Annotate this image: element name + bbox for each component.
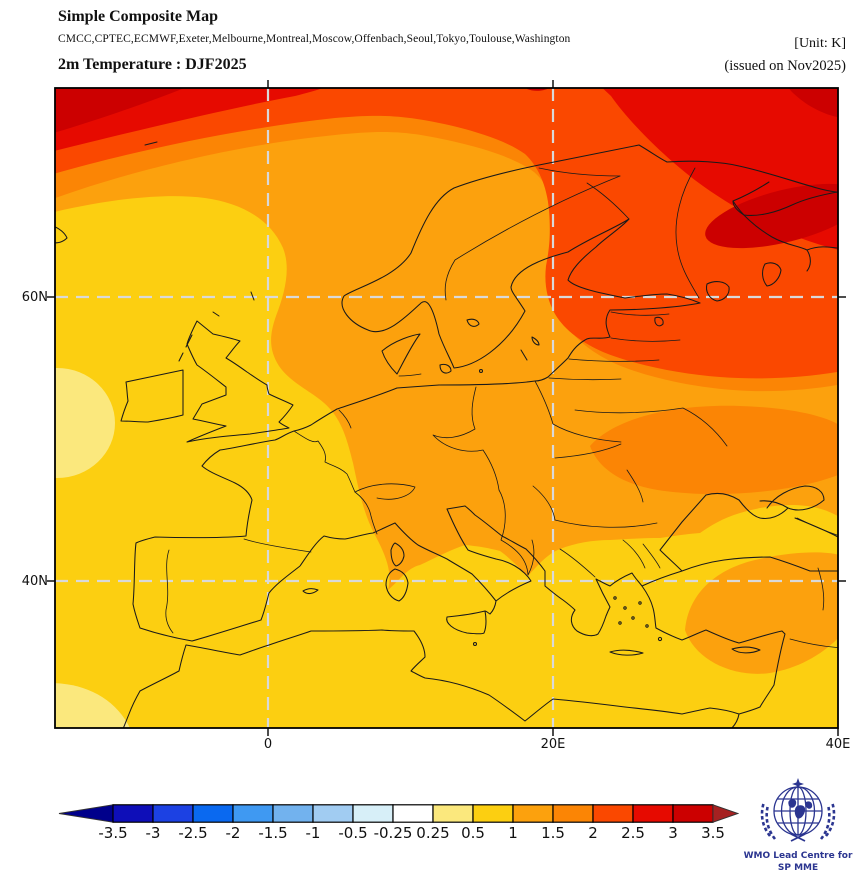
colorbar-tick-label: 2.5 [621, 824, 645, 842]
colorbar-segment-13 [632, 804, 674, 823]
colorbar-tick-label: -1.5 [258, 824, 288, 842]
graticule [55, 88, 838, 728]
colorbar-tick-label: 1 [508, 824, 518, 842]
colorbar-segment-3 [232, 804, 274, 823]
colorbar-segment-2 [192, 804, 234, 823]
temperature-anomaly-map [47, 80, 846, 736]
colorbar-strip [58, 804, 740, 823]
colorbar-segment-1 [152, 804, 194, 823]
colorbar-tick-label: 0.5 [461, 824, 485, 842]
issued-label: (issued on Nov2025) [724, 58, 846, 74]
colorbar-tick-label: -1 [305, 824, 321, 842]
colorbar-tick-label: -3 [145, 824, 161, 842]
x-tick-label-40e: 40E [825, 737, 851, 752]
colorbar-tick-label: -0.25 [373, 824, 413, 842]
colorbar-segment-9 [472, 804, 514, 823]
colorbar-tick-label: -0.5 [338, 824, 368, 842]
colorbar-tick-label: -2.5 [178, 824, 208, 842]
logo-text-line1: WMO Lead Centre for [743, 851, 853, 861]
y-tick-label-40n: 40N [21, 574, 48, 589]
map-frame [54, 87, 839, 729]
colorbar-tick-label: 3 [668, 824, 678, 842]
page-title: Simple Composite Map [58, 8, 218, 25]
colorbar-right-arrow [712, 804, 740, 823]
product-title: 2m Temperature : DJF2025 [58, 56, 247, 73]
x-tick-label-20e: 20E [540, 737, 566, 752]
colorbar-segment-10 [512, 804, 554, 823]
y-tick-label-60n: 60N [21, 290, 48, 305]
colorbar-segment-4 [272, 804, 314, 823]
colorbar-tick-label: -3.5 [98, 824, 128, 842]
colorbar-segment-7 [392, 804, 434, 823]
unit-label: [Unit: K] [794, 36, 846, 51]
colorbar-tick-label: 1.5 [541, 824, 565, 842]
colorbar-tick-label: -2 [225, 824, 241, 842]
axis-ticks [47, 80, 846, 736]
colorbar-tick-label: 0.25 [416, 824, 450, 842]
model-list: CMCC,CPTEC,ECMWF,Exeter,Melbourne,Montre… [58, 33, 571, 45]
colorbar-tick-label: 2 [588, 824, 598, 842]
colorbar [58, 804, 740, 823]
colorbar-tick-label: 3.5 [701, 824, 725, 842]
colorbar-segment-8 [432, 804, 474, 823]
country-borders [165, 167, 838, 649]
colorbar-segment-14 [672, 804, 714, 823]
x-tick-label-0: 0 [263, 737, 273, 752]
colorbar-segment-6 [352, 804, 394, 823]
wmo-logo: WMO Lead Centre for SP MME [742, 778, 854, 873]
map-canvas [47, 80, 846, 736]
logo-text-line2: SP MME [777, 863, 819, 873]
colorbar-segment-0 [112, 804, 154, 823]
colorbar-left-arrow [58, 804, 114, 823]
colorbar-segment-11 [552, 804, 594, 823]
anomaly-fill-layers [55, 88, 838, 728]
colorbar-segment-5 [312, 804, 354, 823]
wmo-globe-icon [760, 778, 836, 842]
colorbar-segment-12 [592, 804, 634, 823]
